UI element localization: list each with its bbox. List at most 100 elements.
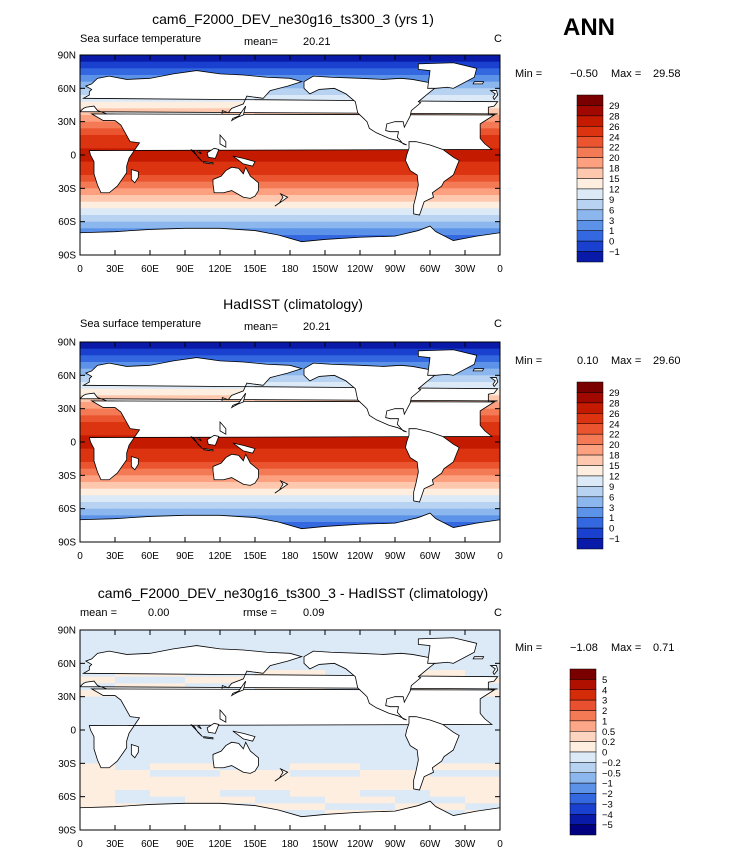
sst-cell [395, 783, 431, 791]
continent [230, 680, 247, 697]
continent [232, 442, 256, 454]
sst-cell [360, 776, 396, 784]
sst-cell [150, 508, 186, 516]
sst-cell [325, 448, 361, 456]
panel-2-min-value: 0.10 [577, 355, 599, 367]
sst-cell [290, 475, 326, 483]
sst-cell [290, 148, 326, 156]
sst-cell [290, 228, 326, 236]
sst-cell [430, 515, 466, 523]
colorbar-swatch [576, 454, 604, 466]
sst-cell [80, 221, 116, 229]
sst-cell [255, 68, 291, 76]
sst-cell [360, 650, 396, 658]
sst-cell [115, 355, 151, 363]
sst-cell [360, 796, 396, 804]
colorbar-label: 12 [609, 184, 620, 195]
colorbar-label: 22 [609, 143, 620, 154]
sst-cell [465, 630, 500, 638]
panel-2-mean-label: mean= [244, 321, 278, 333]
sst-cell [185, 462, 221, 470]
sst-cell [430, 482, 466, 490]
x-tick-label: 30W [455, 264, 476, 275]
sst-cell [465, 482, 500, 490]
sst-cell [430, 663, 466, 671]
colorbar-swatch [576, 433, 604, 445]
x-tick-label: 120E [208, 264, 232, 275]
sst-cell [185, 195, 221, 203]
sst-cell [150, 730, 186, 738]
sst-cell [150, 442, 186, 450]
panel-1-mean-value: 20.21 [303, 36, 331, 48]
sst-cell [465, 455, 500, 463]
sst-cell [255, 95, 291, 103]
sst-cell [360, 803, 396, 811]
sst-cell [395, 508, 431, 516]
sst-cell [430, 228, 466, 236]
sst-cell [220, 796, 256, 804]
y-tick-label: 90N [58, 51, 76, 62]
y-tick-label: 60S [58, 504, 76, 515]
continent [232, 730, 256, 742]
y-tick-label: 30N [58, 404, 76, 415]
sst-cell [80, 55, 116, 63]
sst-cell [430, 502, 466, 510]
colorbar-swatch [576, 199, 604, 211]
sst-cell [150, 61, 186, 69]
sst-cell [360, 636, 396, 644]
continent [489, 377, 499, 388]
sst-cell [430, 195, 466, 203]
sst-cell [185, 723, 221, 731]
continent [190, 149, 203, 162]
sst-cell [185, 783, 221, 791]
continent [303, 75, 436, 146]
y-tick-label: 90N [58, 338, 76, 349]
sst-cell [255, 435, 291, 443]
sst-cell [255, 508, 291, 516]
sst-cell [395, 201, 431, 209]
sst-cell [465, 121, 500, 129]
sst-cell [80, 482, 116, 490]
y-tick-label: 30S [58, 759, 76, 770]
colorbar-swatch [569, 793, 597, 805]
panel-3-min-value: −1.08 [570, 642, 598, 654]
sst-cell [465, 61, 500, 69]
sst-cell [290, 515, 326, 523]
x-tick-label: 90W [385, 551, 406, 562]
sst-cell [395, 502, 431, 510]
sst-cell [255, 221, 291, 229]
sst-cell [150, 636, 186, 644]
sst-cell [185, 108, 221, 116]
sst-cell [360, 750, 396, 758]
land-mask [80, 349, 500, 542]
sst-cell [115, 763, 151, 771]
sst-cell [360, 502, 396, 510]
x-tick-label: 0 [77, 264, 83, 275]
colorbar-swatch [576, 220, 604, 231]
sst-cell [325, 95, 361, 103]
sst-cell [115, 776, 151, 784]
sst-cell [290, 796, 326, 804]
colorbar-swatch [576, 188, 604, 200]
sst-cell [255, 188, 291, 196]
sst-cell [255, 482, 291, 490]
sst-cell [185, 790, 221, 798]
sst-cell [185, 208, 221, 216]
sst-cell [360, 790, 396, 798]
sst-cell [255, 743, 291, 751]
sst-cell [395, 195, 431, 203]
x-tick-label: 30E [106, 839, 124, 850]
sst-cell [150, 462, 186, 470]
sst-cell [465, 135, 500, 143]
colorbar-label: 15 [609, 174, 620, 185]
sst-cell [290, 508, 326, 516]
sst-cell [465, 763, 500, 771]
y-tick-label: 30N [58, 117, 76, 128]
sst-cell [360, 221, 396, 229]
sst-cell [220, 643, 256, 651]
sst-cell [465, 730, 500, 738]
continent [472, 81, 485, 85]
colorbar-swatch [576, 209, 604, 221]
continent [405, 141, 460, 216]
